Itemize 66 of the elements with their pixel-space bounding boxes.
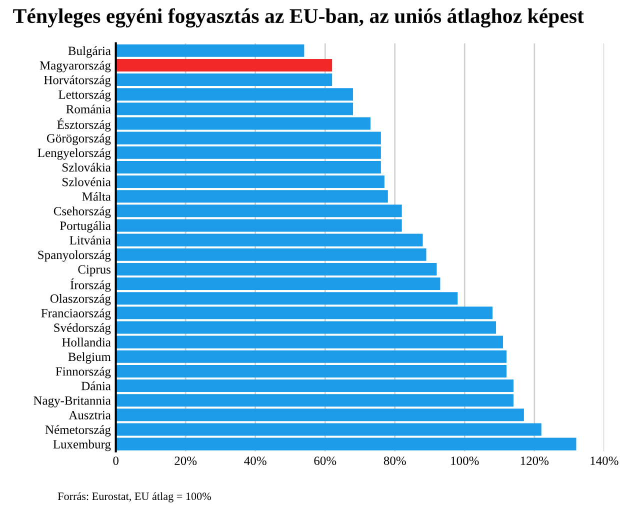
y-tick-label: Görögország [46,134,111,146]
y-tick-label: Ciprus [78,265,111,276]
bar [116,306,493,320]
y-tick-label: Ausztria [68,410,111,420]
bar [116,350,506,363]
bar [116,117,370,130]
x-tick-label: 140% [590,456,618,466]
bar [116,74,332,86]
bar [116,44,304,57]
y-tick-label: Csehország [54,206,111,218]
y-tick-label: Lengyelország [38,148,111,160]
bar [116,58,332,72]
x-tick-label: 60% [314,456,336,466]
bar [116,394,514,407]
y-tick-label: Lettország [58,90,111,102]
y-tick-label: Dánia [81,381,111,390]
bar [116,262,437,276]
y-tick-label: Németország [45,425,111,437]
y-tick-label: Svédország [54,323,111,335]
bar [116,292,458,305]
bar [116,160,381,174]
bar [116,176,384,188]
x-tick-label: 120% [520,456,549,466]
bar [116,102,354,116]
y-tick-label: Horvátország [44,75,111,87]
y-tick-label: Luxemburg [53,440,111,452]
bar [116,204,402,218]
y-tick-label: Franciaország [41,308,111,320]
bar [116,190,388,203]
y-tick-label: Spanyolország [38,250,111,262]
y-tick-label: Nagy-Britannia [34,396,111,408]
y-tick-label: Portugália [60,221,111,233]
x-tick-label: 80% [384,456,406,466]
y-tick-label: Írország [70,278,111,292]
bar [116,132,381,144]
x-tick-label: 0 [113,456,118,466]
bar [116,219,402,232]
y-tick-label: Belgium [68,352,111,364]
bar [116,321,496,334]
bar [116,380,514,392]
bar [116,234,423,246]
y-tick-label: Málta [82,192,111,201]
y-tick-label: Hollandia [62,338,111,347]
y-tick-label: Bulgária [68,46,111,58]
bar [116,423,542,436]
bar [116,248,426,261]
bar [116,146,381,159]
bar [116,438,576,450]
y-tick-label: Szlovénia [62,177,111,186]
bar [116,88,354,101]
x-tick-label: 20% [174,456,197,466]
y-tick-label: Litvánia [70,236,111,245]
bar [116,364,506,378]
chart-title: Tényleges egyéni fogyasztás az EU-ban, az uniós átlaghoz képest [13,8,584,28]
x-tick-label: 100% [451,456,479,466]
bar [116,336,504,348]
x-tick-label: 40% [244,456,266,466]
bar [116,278,440,290]
y-tick-label: Románia [66,104,111,114]
y-tick-label: Észtország [57,118,111,132]
y-tick-label: Magyarország [40,60,111,72]
bar [116,408,524,422]
text: Forrás: Eurostat, EU átlag = 100% [58,492,211,502]
y-tick-label: Olaszország [50,294,111,306]
y-tick-label: Szlovákia [62,162,111,172]
y-tick-label: Finnország [56,366,111,378]
